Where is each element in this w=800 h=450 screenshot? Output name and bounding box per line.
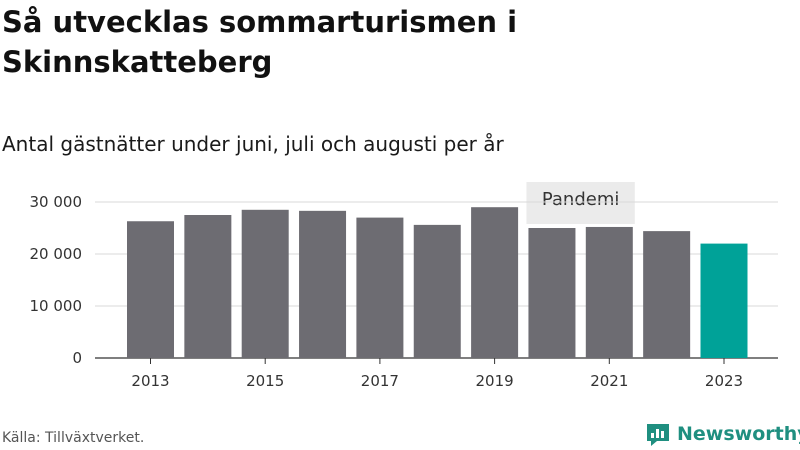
y-tick-label: 30 000 (30, 193, 83, 211)
y-tick-label: 10 000 (30, 297, 83, 315)
bar-2014 (184, 215, 232, 358)
bar-2017 (356, 217, 404, 358)
chart-subtitle: Antal gästnätter under juni, juli och au… (2, 132, 504, 156)
bar-2016 (299, 210, 347, 358)
bar-2013 (127, 221, 174, 358)
bar-chart: Pandemi 0 10 000 20 000 30 000 2013 2015 2017 2… (30, 182, 778, 390)
bar-2019 (471, 207, 519, 358)
x-tick-label: 2021 (590, 372, 628, 390)
bar-2022 (643, 231, 691, 358)
y-tick-label: 0 (72, 349, 82, 367)
pandemic-band (526, 182, 635, 224)
pandemic-label: Pandemi (542, 189, 620, 210)
brand-name: Newsworthy (677, 423, 800, 445)
x-tick-label: 2015 (246, 372, 284, 390)
x-tick-label: 2013 (131, 372, 169, 390)
x-tick-label: 2019 (476, 372, 514, 390)
bar-2015 (241, 209, 289, 358)
x-tick-label: 2023 (705, 372, 743, 390)
bar-2020 (528, 228, 576, 358)
x-tick-label: 2017 (361, 372, 399, 390)
y-tick-label: 20 000 (30, 245, 83, 263)
source-note: Källa: Tillväxtverket. (2, 430, 145, 446)
newsworthy-logo[interactable]: Newsworthy (645, 420, 800, 448)
bar-2023 (700, 243, 748, 358)
newsworthy-chart-bubble-icon (647, 424, 669, 446)
bar-2018 (413, 224, 461, 358)
chart-title: Så utvecklas sommarturismen i Skinnskatt… (2, 5, 518, 79)
bar-2021 (585, 226, 633, 358)
